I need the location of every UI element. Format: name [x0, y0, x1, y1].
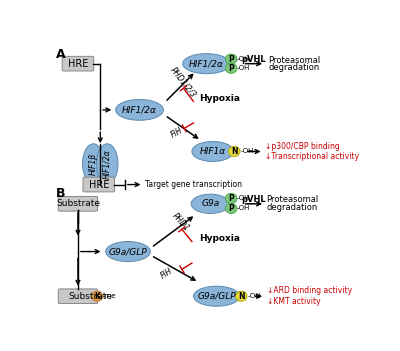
Text: A: A: [56, 48, 65, 61]
Ellipse shape: [82, 144, 104, 184]
Text: degradation: degradation: [267, 203, 318, 212]
FancyBboxPatch shape: [83, 177, 114, 192]
Ellipse shape: [116, 99, 164, 120]
Text: P: P: [228, 204, 234, 213]
FancyBboxPatch shape: [58, 197, 98, 211]
Text: HRE: HRE: [68, 59, 88, 69]
Text: FIH: FIH: [159, 266, 174, 280]
Text: -me: -me: [102, 293, 116, 299]
Text: K: K: [94, 292, 100, 301]
Text: degradation: degradation: [268, 63, 319, 72]
Text: HIF1β: HIF1β: [89, 153, 98, 175]
Ellipse shape: [92, 291, 102, 301]
Text: ↓p300/CBP binding: ↓p300/CBP binding: [265, 143, 340, 151]
Text: P: P: [228, 64, 234, 73]
Ellipse shape: [226, 193, 237, 204]
Text: HIF1/2α: HIF1/2α: [189, 59, 224, 68]
Text: ↓KMT activity: ↓KMT activity: [267, 297, 320, 306]
Text: Hypoxia: Hypoxia: [199, 234, 240, 243]
Ellipse shape: [228, 146, 240, 157]
Text: N: N: [231, 147, 238, 156]
Text: HIF1α: HIF1α: [200, 147, 226, 156]
Ellipse shape: [226, 204, 237, 213]
Text: PHD1/2/3: PHD1/2/3: [169, 65, 198, 99]
Text: P: P: [228, 194, 234, 203]
Text: G9a/GLP: G9a/GLP: [109, 247, 147, 256]
Text: Substrate: Substrate: [56, 199, 100, 208]
Text: -OH: -OH: [240, 148, 254, 154]
Text: HIF1/2α: HIF1/2α: [103, 149, 112, 179]
Text: -OH: -OH: [247, 293, 261, 299]
Ellipse shape: [183, 54, 230, 74]
Text: ↓Transcriptional activity: ↓Transcriptional activity: [265, 152, 359, 160]
FancyBboxPatch shape: [62, 57, 94, 71]
Ellipse shape: [226, 54, 237, 64]
Text: P: P: [228, 54, 234, 64]
Text: FIH: FIH: [169, 126, 184, 140]
Text: PHD1: PHD1: [170, 211, 191, 233]
Ellipse shape: [96, 144, 118, 184]
Text: Target gene transcription: Target gene transcription: [145, 180, 242, 189]
Ellipse shape: [106, 241, 150, 261]
Text: pVHL: pVHL: [241, 55, 266, 64]
Text: pVHL: pVHL: [241, 195, 266, 204]
Ellipse shape: [192, 141, 234, 161]
Text: Substrate: Substrate: [68, 292, 112, 301]
Text: -OH: -OH: [236, 65, 250, 71]
Text: Proteasomal: Proteasomal: [268, 56, 320, 65]
FancyBboxPatch shape: [58, 289, 98, 304]
Text: Proteasomal: Proteasomal: [267, 196, 319, 205]
Text: B: B: [56, 187, 65, 200]
Text: Hypoxia: Hypoxia: [199, 94, 240, 103]
Text: ↓ARD binding activity: ↓ARD binding activity: [267, 286, 352, 295]
Text: -OH: -OH: [236, 205, 250, 211]
Ellipse shape: [226, 63, 237, 73]
Text: -OH: -OH: [236, 56, 250, 62]
Ellipse shape: [194, 286, 240, 306]
Text: G9a: G9a: [201, 199, 220, 208]
Text: G9a/GLP: G9a/GLP: [197, 292, 236, 301]
Text: HRE: HRE: [88, 180, 109, 190]
Ellipse shape: [191, 194, 230, 213]
Text: N: N: [238, 292, 244, 301]
Text: HIF1/2α: HIF1/2α: [122, 105, 157, 114]
Ellipse shape: [236, 291, 247, 301]
Text: -OH: -OH: [236, 196, 250, 201]
